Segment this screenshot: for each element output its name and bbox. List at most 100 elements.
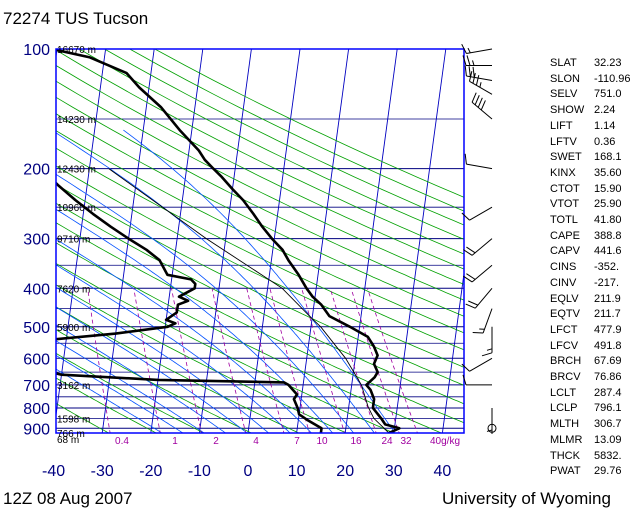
index-value: -110.96 (594, 72, 631, 85)
index-name: LFCT (550, 323, 578, 336)
barb-staff (469, 80, 493, 95)
background-grid (56, 49, 543, 433)
index-name: LIFT (550, 119, 573, 132)
barb-feather (468, 66, 471, 77)
index-value: 2.24 (594, 104, 616, 117)
barb-staff (466, 48, 493, 55)
index-value: 477.9 (594, 323, 622, 336)
height-label: 7620 m (57, 284, 90, 295)
dry-adiabat (56, 49, 464, 255)
barb-half-feather (479, 82, 482, 88)
barb-staff (471, 264, 493, 283)
barb-feather (461, 363, 470, 372)
barb-feather (471, 92, 477, 103)
index-name: EQLV (550, 292, 579, 305)
mixing-ratio-label: 1 (172, 436, 178, 447)
barb-feather (466, 55, 471, 66)
wind-barb (461, 357, 493, 372)
index-name: PWAT (550, 465, 581, 478)
pressure-tick-label: 700 (23, 378, 50, 395)
moist-adiabat (56, 340, 205, 433)
barb-half-feather (467, 47, 471, 54)
wind-barbs (461, 43, 497, 434)
wind-barb (472, 308, 493, 334)
moist-adiabat (56, 238, 313, 433)
pressure-tick-label: 100 (23, 42, 50, 59)
pressure-tick-label: 600 (23, 351, 50, 368)
index-value: 67.69 (594, 355, 622, 368)
temperature-tick-label: 20 (336, 463, 354, 480)
temperature-tick-label: -40 (42, 463, 65, 480)
barb-feather (462, 374, 467, 386)
height-label: 766 m (57, 429, 85, 440)
pressure-tick-label: 300 (23, 232, 50, 249)
isotherm-line (491, 49, 543, 433)
height-label: 14230 m (57, 115, 96, 126)
pressure-tick-label: 400 (23, 281, 50, 298)
barb-feather (474, 95, 480, 106)
barb-feather (472, 331, 484, 334)
index-name: KINX (550, 166, 576, 179)
dry-adiabat (56, 130, 464, 334)
dry-adiabat (56, 329, 253, 433)
index-name: SLON (550, 72, 580, 85)
moist-adiabat (56, 368, 163, 433)
index-name: CAPV (550, 245, 580, 258)
barb-feather (465, 303, 476, 309)
pressure-tick-label: 200 (23, 162, 50, 179)
temperature-tick-label: 40 (434, 463, 452, 480)
barb-feather (475, 75, 480, 86)
barb-feather (464, 65, 467, 77)
wind-barb (462, 374, 492, 386)
temperature-tick-label: -30 (91, 463, 114, 480)
height-label: 12430 m (57, 165, 96, 176)
index-value: 751.0 (594, 88, 622, 101)
wind-barb (461, 206, 493, 221)
mixing-ratio-label: 16 (350, 436, 362, 447)
index-value: 441.6 (594, 245, 622, 258)
wind-barb (462, 55, 492, 66)
index-name: CINV (550, 276, 577, 289)
calm-circle (487, 423, 497, 433)
dry-adiabat (56, 377, 158, 433)
plot-frame (55, 48, 465, 434)
mixing-ratio-label: 2 (213, 436, 219, 447)
index-value: -217. (594, 276, 620, 289)
wind-barb (486, 407, 493, 434)
temperature-tick-label: -10 (188, 463, 211, 480)
pressure-tick-label: 800 (23, 401, 50, 418)
index-name: CTOT (550, 182, 580, 195)
mixing-ratio-label: 32 (400, 436, 412, 447)
index-name: SELV (550, 88, 578, 101)
sounding-profiles (56, 49, 401, 433)
mixing-ratio-label: 0.4 (115, 436, 129, 447)
index-name: THCK (550, 449, 580, 462)
barb-feather (472, 66, 475, 78)
dry-adiabat (103, 49, 464, 226)
index-value: 168.1 (594, 151, 622, 164)
wind-barb (471, 92, 493, 120)
height-label: 3162 m (57, 381, 90, 392)
wind-barb (463, 238, 493, 256)
wind-barb (461, 43, 493, 55)
height-label: 5900 m (57, 323, 90, 334)
index-name: SLAT (550, 57, 577, 69)
mixing-ratio-label: 24 (381, 436, 393, 447)
isotherm-line (56, 49, 107, 419)
barb-staff (471, 238, 493, 256)
moist-adiabat (56, 286, 270, 433)
pressure-tick-label: 900 (23, 421, 50, 438)
barb-feather (461, 43, 467, 54)
index-value: 211.7 (594, 308, 621, 321)
wind-barb (464, 153, 493, 170)
wind-barb (481, 326, 493, 357)
mixing-ratio-label: 7 (294, 436, 300, 447)
index-value: 0.36 (594, 135, 616, 148)
barb-half-feather (486, 348, 493, 351)
isotherm-line (441, 270, 464, 433)
dry-adiabat (56, 80, 464, 285)
dry-adiabat (56, 242, 443, 433)
dewpoint-profile (56, 181, 323, 433)
barb-feather (472, 73, 476, 84)
dry-adiabat (56, 202, 464, 405)
